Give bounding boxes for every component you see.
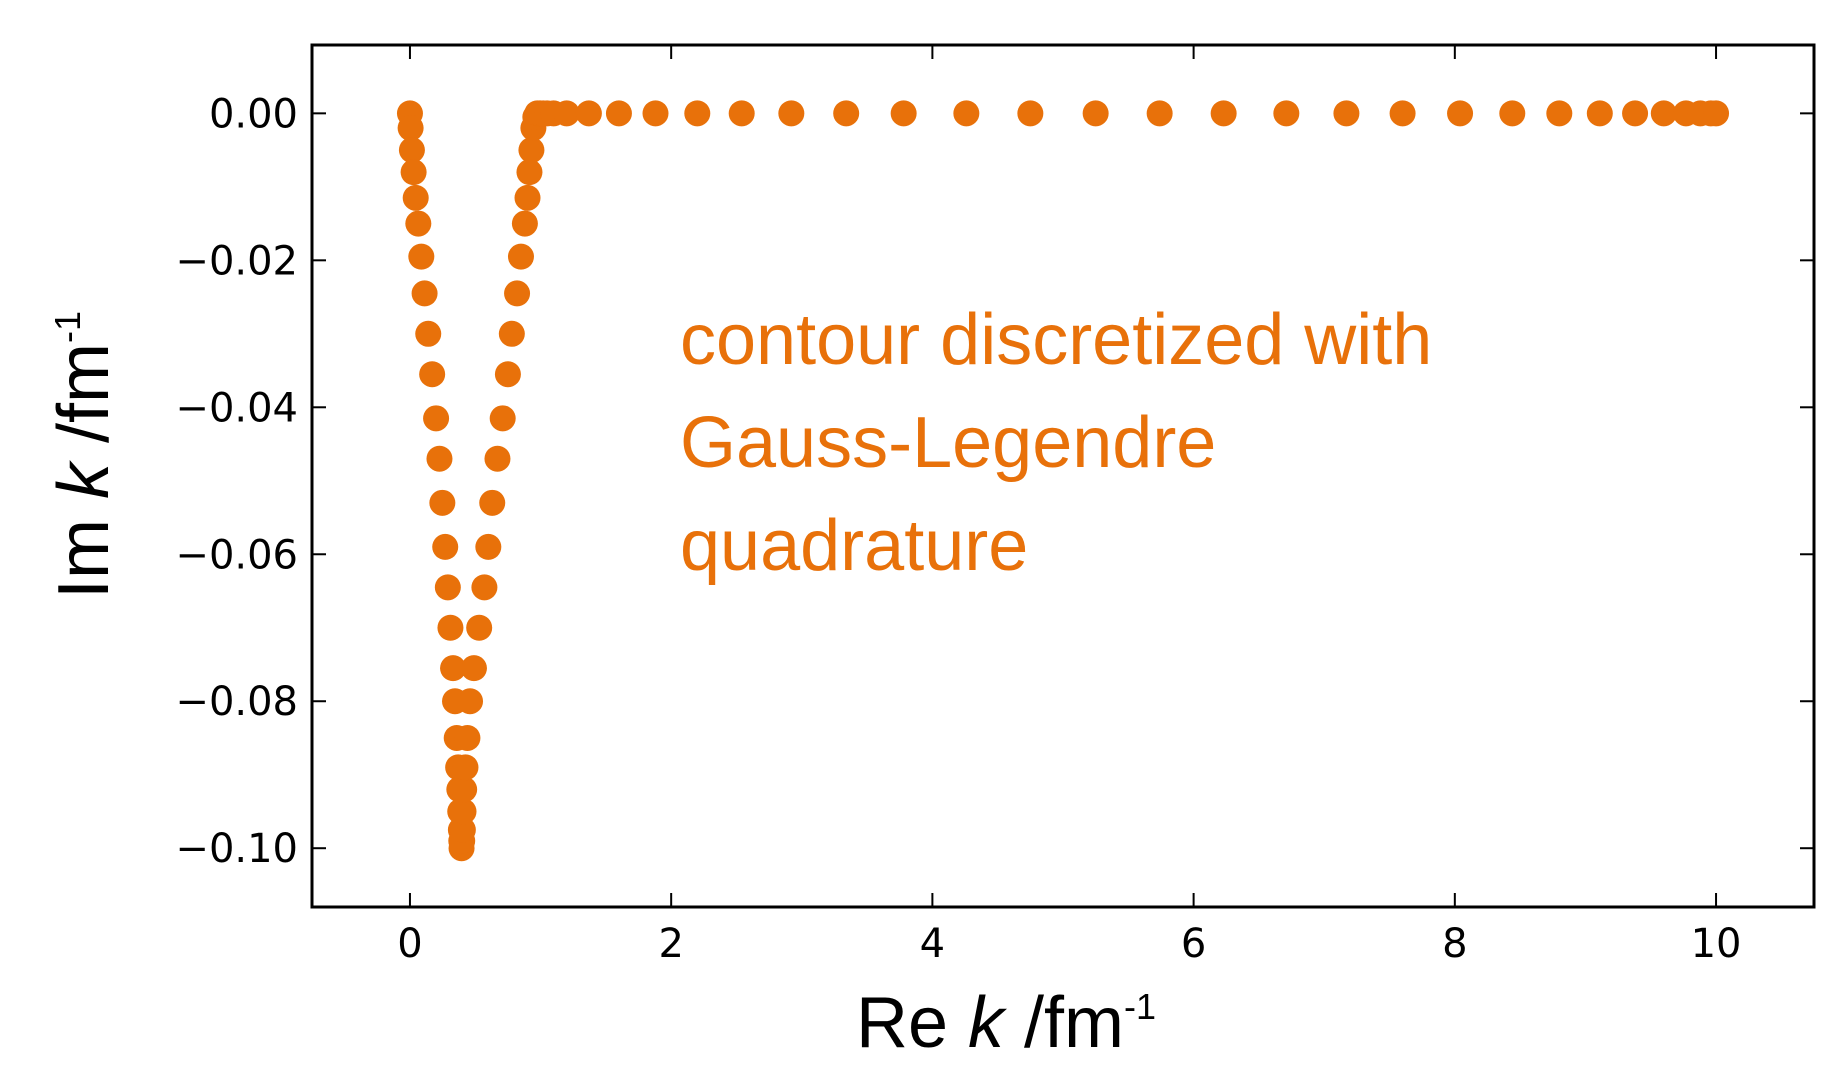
y-axis-title-exp: -1: [47, 311, 88, 343]
data-point: [452, 754, 479, 781]
data-point: [1082, 100, 1109, 127]
data-point: [408, 243, 435, 270]
data-point: [684, 100, 711, 127]
x-axis-title-var: k: [968, 983, 1008, 1063]
data-point: [437, 614, 464, 641]
y-tick-label: −0.10: [175, 826, 298, 872]
data-point: [514, 184, 541, 211]
data-point: [728, 100, 755, 127]
data-point: [494, 361, 521, 388]
x-tick-label: 0: [397, 921, 422, 967]
data-point: [479, 489, 506, 516]
data-point: [605, 100, 632, 127]
y-tick-label: −0.04: [175, 385, 298, 431]
data-points: [396, 100, 1730, 862]
data-point: [411, 280, 438, 307]
data-point: [1389, 100, 1416, 127]
x-tick-label: 4: [920, 921, 945, 967]
data-point: [434, 574, 461, 601]
data-point: [449, 816, 476, 843]
x-axis-title-prefix: Re: [856, 983, 968, 1063]
data-point: [642, 100, 669, 127]
data-point: [400, 159, 427, 186]
data-point: [429, 489, 456, 516]
data-point: [484, 445, 511, 472]
data-point: [1499, 100, 1526, 127]
data-point: [426, 445, 453, 472]
data-point: [415, 320, 442, 347]
y-tick-label: −0.08: [175, 679, 298, 725]
x-tick-label: 2: [658, 921, 683, 967]
data-point: [440, 655, 467, 682]
annotation-line: quadrature: [680, 506, 1028, 586]
data-point: [405, 210, 432, 237]
data-point: [1210, 100, 1237, 127]
data-point: [402, 184, 429, 211]
y-axis-title-var: k: [44, 459, 124, 499]
data-point: [504, 280, 531, 307]
x-tick-label: 6: [1181, 921, 1206, 967]
data-point: [507, 243, 534, 270]
y-axis-title-unit: /fm: [44, 343, 124, 463]
data-point: [953, 100, 980, 127]
data-point: [1650, 100, 1677, 127]
data-point: [575, 100, 602, 127]
data-point: [516, 159, 543, 186]
data-point: [471, 574, 498, 601]
y-tick-label: 0.00: [209, 91, 298, 137]
data-point: [511, 210, 538, 237]
data-point: [1546, 100, 1573, 127]
data-point: [553, 100, 580, 127]
data-point: [833, 100, 860, 127]
x-tick-label: 10: [1691, 921, 1742, 967]
data-point: [460, 655, 487, 682]
y-axis-title-prefix: Im: [44, 499, 124, 599]
data-point: [1622, 100, 1649, 127]
data-point: [423, 405, 450, 432]
y-tick-label: −0.02: [175, 238, 298, 284]
data-point: [1703, 100, 1730, 127]
data-point: [397, 115, 424, 142]
x-tick-label: 8: [1442, 921, 1467, 967]
annotation-line: contour discretized with: [680, 300, 1432, 380]
data-point: [1447, 100, 1474, 127]
data-point: [498, 320, 525, 347]
data-point: [475, 533, 502, 560]
y-tick-label: −0.06: [175, 532, 298, 578]
data-point: [454, 724, 481, 751]
data-point: [419, 361, 446, 388]
data-point: [1333, 100, 1360, 127]
data-point: [1273, 100, 1300, 127]
data-point: [457, 688, 484, 715]
x-axis-title-exp: -1: [1124, 986, 1156, 1027]
data-point: [450, 798, 477, 825]
data-point: [398, 137, 425, 164]
data-point: [489, 405, 516, 432]
data-point: [518, 137, 545, 164]
data-point: [432, 533, 459, 560]
data-point: [778, 100, 805, 127]
data-point: [890, 100, 917, 127]
data-point: [1146, 100, 1173, 127]
data-point: [466, 614, 493, 641]
axis-ticks: [312, 45, 1814, 907]
data-point: [451, 776, 478, 803]
data-point: [1586, 100, 1613, 127]
x-axis-title-unit: /fm: [1004, 983, 1124, 1063]
plot-frame: [310, 43, 1816, 909]
data-point: [1017, 100, 1044, 127]
tick-labels: 0 2 4 6 8 10 0.00 −0.02 −0.04 −0.06 −0.08 −0.10: [175, 91, 1741, 967]
y-axis-title: Im k /fm-1: [44, 311, 124, 599]
annotation: contour discretized with Gauss-Legendre qu…: [680, 300, 1432, 586]
x-axis-title: Re k /fm-1: [856, 983, 1156, 1063]
annotation-line: Gauss-Legendre: [680, 403, 1216, 483]
